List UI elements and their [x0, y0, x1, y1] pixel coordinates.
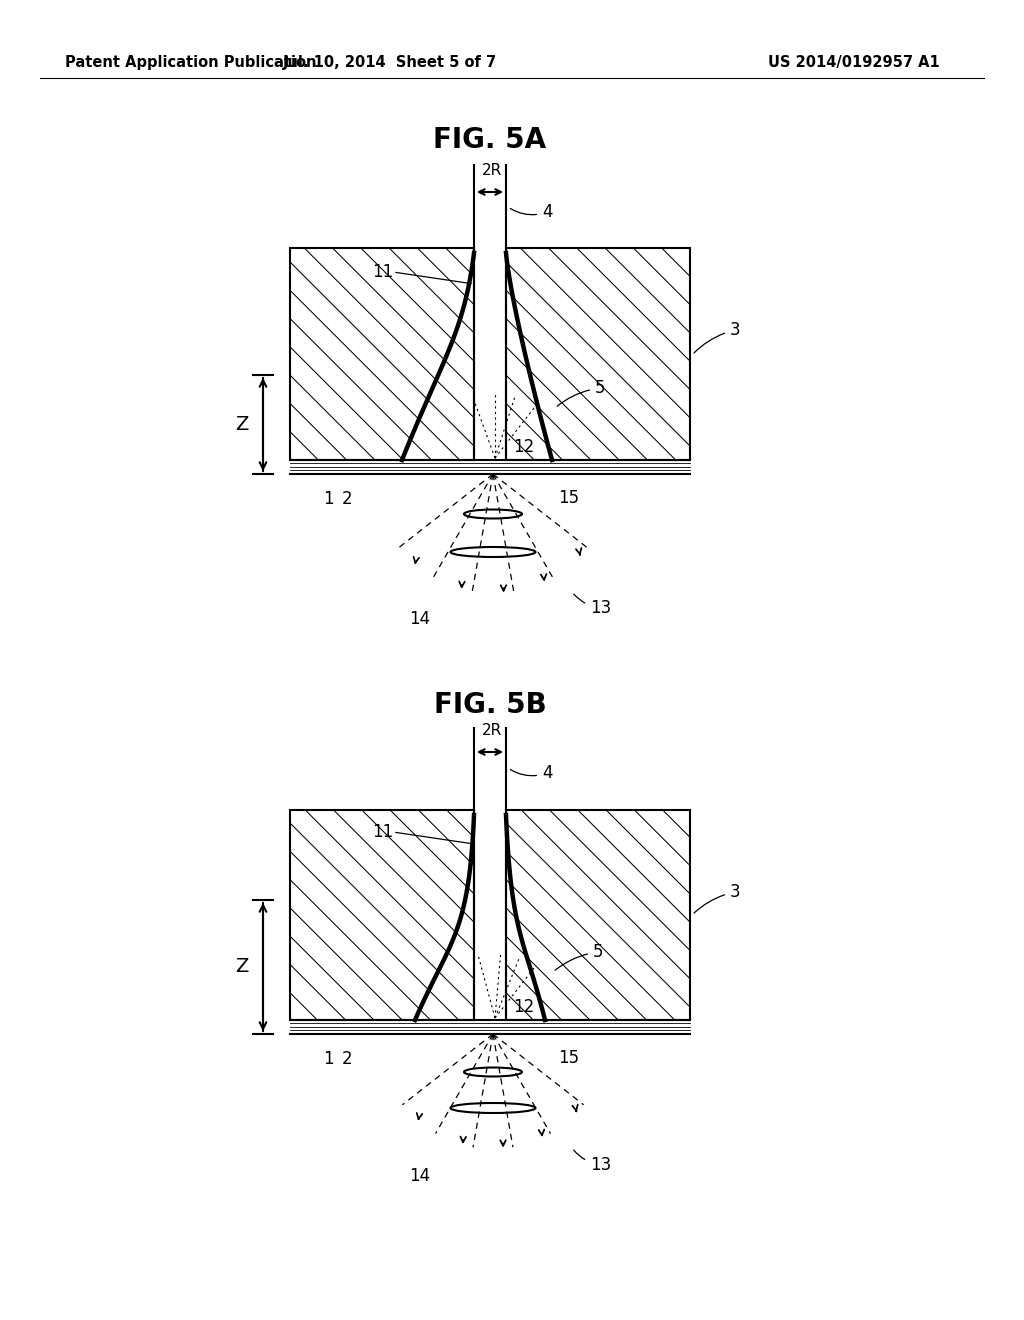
Text: FIG. 5B: FIG. 5B — [433, 690, 547, 719]
Text: 2: 2 — [342, 490, 352, 508]
Text: 15: 15 — [558, 1049, 580, 1067]
Text: 3: 3 — [694, 883, 740, 913]
Text: 2: 2 — [342, 1049, 352, 1068]
Text: 2R: 2R — [482, 723, 502, 738]
Text: 12: 12 — [513, 438, 535, 455]
Text: 2R: 2R — [482, 162, 502, 178]
Text: Z: Z — [236, 957, 249, 977]
Text: Patent Application Publication: Patent Application Publication — [65, 54, 316, 70]
Text: 11: 11 — [372, 263, 393, 281]
Text: 4: 4 — [510, 764, 553, 781]
Text: 15: 15 — [558, 488, 580, 507]
Text: 14: 14 — [410, 610, 430, 628]
Text: 5: 5 — [555, 942, 603, 970]
Text: Z: Z — [236, 414, 249, 434]
Text: FIG. 5A: FIG. 5A — [433, 125, 547, 154]
Text: 1: 1 — [323, 1049, 334, 1068]
Text: 14: 14 — [410, 1167, 430, 1185]
Text: US 2014/0192957 A1: US 2014/0192957 A1 — [768, 54, 940, 70]
Text: 1: 1 — [323, 490, 334, 508]
Text: 3: 3 — [694, 321, 740, 352]
Text: 13: 13 — [573, 594, 611, 616]
Text: Jul. 10, 2014  Sheet 5 of 7: Jul. 10, 2014 Sheet 5 of 7 — [283, 54, 497, 70]
Text: 4: 4 — [510, 203, 553, 220]
Text: 11: 11 — [372, 822, 393, 841]
Text: 5: 5 — [557, 379, 605, 407]
Text: 13: 13 — [573, 1150, 611, 1173]
Text: 12: 12 — [513, 998, 535, 1016]
